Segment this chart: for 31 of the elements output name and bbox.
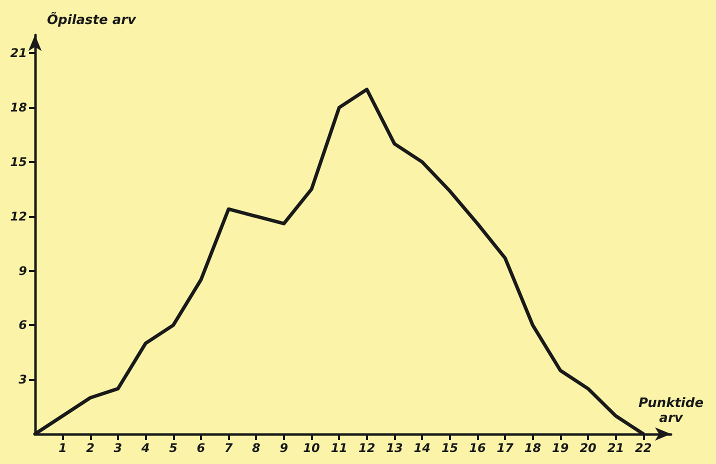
x-tick-label: 2 xyxy=(86,441,94,455)
y-tick-label: 15 xyxy=(10,154,27,169)
x-tick-label: 6 xyxy=(196,441,206,455)
y-tick-label: 21 xyxy=(10,46,27,60)
x-tick-label: 10 xyxy=(303,441,320,455)
x-tick-label: 5 xyxy=(169,441,178,455)
y-tick-label: 18 xyxy=(10,100,27,115)
x-tick-label: 4 xyxy=(140,441,150,455)
x-tick-label: 21 xyxy=(607,441,624,455)
y-axis-title: Õpilaste arv xyxy=(47,11,137,28)
x-tick-label: 22 xyxy=(634,441,652,455)
x-tick-label: 17 xyxy=(496,441,514,455)
y-tick-label: 9 xyxy=(18,264,27,278)
x-tick-label: 8 xyxy=(252,441,260,455)
x-axis-title: Punktide arv xyxy=(638,396,704,426)
y-tick-label: 12 xyxy=(10,209,27,224)
x-tick-label: 12 xyxy=(358,441,376,455)
y-tick-label: 3 xyxy=(18,372,27,387)
x-tick-label: 14 xyxy=(414,441,430,455)
x-tick-label: 15 xyxy=(441,441,458,455)
x-tick-label: 9 xyxy=(280,441,288,455)
x-tick-label: 16 xyxy=(469,441,486,455)
x-tick-label: 18 xyxy=(524,441,542,455)
x-tick-label: 11 xyxy=(330,441,348,455)
x-tick-label: 19 xyxy=(552,441,569,455)
x-tick-label: 1 xyxy=(58,441,67,455)
x-tick-label: 20 xyxy=(580,441,596,455)
x-tick-label: 7 xyxy=(224,441,234,455)
x-tick-label: 13 xyxy=(386,441,403,455)
x-tick-label: 3 xyxy=(114,441,122,455)
y-tick-label: 6 xyxy=(18,318,27,332)
